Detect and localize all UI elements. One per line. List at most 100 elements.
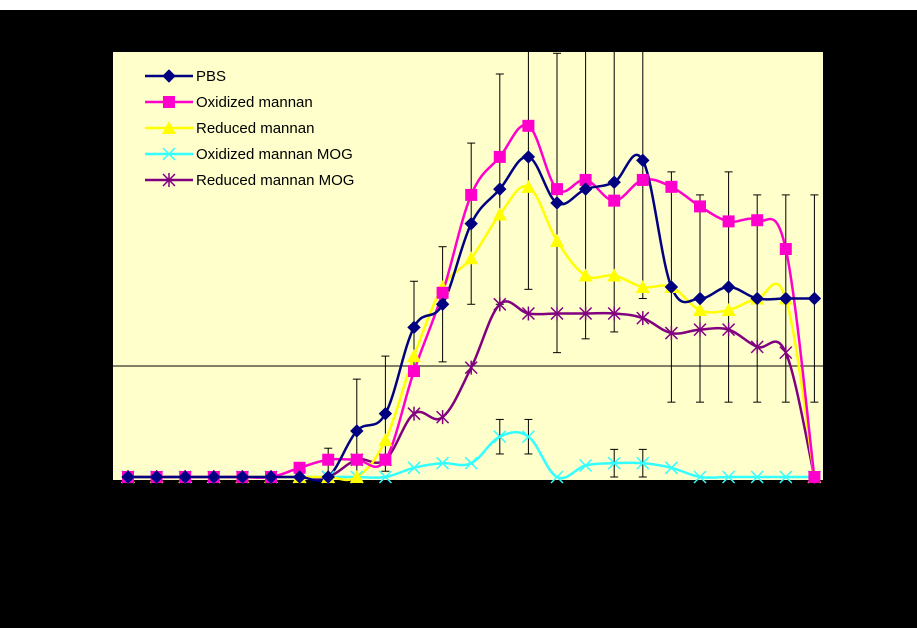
square-marker <box>465 188 478 201</box>
x-marker-stroke <box>550 470 564 484</box>
data-point <box>693 291 707 306</box>
data-point <box>607 306 621 321</box>
data-point <box>292 470 307 484</box>
data-point <box>636 311 650 326</box>
data-point <box>722 215 735 228</box>
data-point <box>779 243 792 256</box>
square-marker <box>636 173 649 186</box>
data-point <box>693 303 707 317</box>
data-point <box>521 306 535 321</box>
data-point <box>750 470 764 484</box>
triangle-marker <box>693 303 707 317</box>
data-point <box>751 214 764 227</box>
diamond-marker <box>378 406 393 421</box>
data-point <box>407 406 421 421</box>
triangle-marker <box>721 303 736 317</box>
data-point <box>350 453 363 466</box>
triangle-marker <box>635 280 650 294</box>
data-point <box>121 470 135 484</box>
diamond-marker <box>464 216 478 231</box>
legend-marker <box>163 96 175 108</box>
data-point <box>293 461 306 474</box>
triangle-marker <box>378 433 393 447</box>
data-point <box>721 303 736 317</box>
data-point <box>664 326 678 341</box>
data-point <box>493 182 507 196</box>
data-point <box>378 406 393 421</box>
data-point <box>722 322 736 337</box>
x-marker-stroke <box>378 470 392 484</box>
legend: PBS Oxidized mannan Reduced mannan Oxidized… <box>145 68 354 189</box>
data-point <box>779 470 793 484</box>
legend-label: Oxidized mannan MOG <box>196 146 353 163</box>
data-point <box>149 470 164 484</box>
legend-marker <box>162 69 176 83</box>
square-marker <box>722 215 735 228</box>
legend-label: Reduced mannan <box>196 120 314 137</box>
x-marker-stroke <box>693 470 707 484</box>
data-point <box>550 306 564 321</box>
diamond-marker <box>750 291 764 306</box>
plot-area <box>113 52 823 480</box>
triangle-marker <box>407 349 421 363</box>
square-marker <box>751 214 764 227</box>
data-point <box>235 470 250 484</box>
diamond-marker <box>162 69 176 83</box>
x-marker-stroke <box>636 456 650 470</box>
square-marker <box>293 461 306 474</box>
data-point <box>750 291 764 306</box>
data-point <box>750 339 764 354</box>
square-marker <box>379 453 392 466</box>
triangle-marker <box>578 268 593 282</box>
diamond-marker <box>235 470 250 484</box>
data-point <box>464 456 478 470</box>
data-point <box>408 365 420 378</box>
data-point <box>378 433 393 447</box>
data-point <box>493 430 507 444</box>
diamond-marker <box>807 291 822 306</box>
data-point <box>436 286 449 299</box>
data-point <box>636 173 649 186</box>
data-point <box>264 470 278 484</box>
legend-label: Oxidized mannan <box>196 94 313 111</box>
data-point <box>521 150 536 164</box>
legend-marker <box>162 121 176 134</box>
data-point <box>636 456 650 470</box>
legend-label: PBS <box>196 68 226 85</box>
square-marker <box>779 243 792 256</box>
data-point <box>694 200 706 213</box>
data-point <box>551 183 563 196</box>
diamond-marker <box>636 153 650 168</box>
diamond-marker <box>121 470 135 484</box>
x-marker-stroke <box>436 456 450 470</box>
data-point <box>550 233 564 247</box>
diamond-marker <box>550 196 564 210</box>
data-point <box>779 291 793 306</box>
data-point <box>664 280 679 294</box>
square-marker <box>522 119 535 132</box>
data-point <box>665 180 678 193</box>
square-marker <box>350 453 363 466</box>
data-point <box>550 196 564 210</box>
data-point <box>321 470 335 484</box>
x-marker-stroke <box>779 470 793 484</box>
data-point <box>436 410 450 425</box>
square-marker <box>322 453 335 466</box>
data-point <box>407 320 421 335</box>
diamond-marker <box>664 280 679 294</box>
triangle-marker <box>464 251 479 265</box>
data-point <box>607 175 621 189</box>
triangle-marker <box>521 179 536 193</box>
data-point <box>722 470 736 484</box>
legend-marker <box>162 173 176 187</box>
diamond-marker <box>521 150 536 164</box>
square-marker <box>551 183 563 196</box>
data-point <box>578 182 593 196</box>
data-point <box>378 470 392 484</box>
data-point <box>322 453 335 466</box>
square-marker <box>608 194 621 207</box>
data-point <box>493 297 507 312</box>
diamond-marker <box>435 297 450 311</box>
diamond-marker <box>607 175 621 189</box>
square-marker <box>694 200 706 213</box>
